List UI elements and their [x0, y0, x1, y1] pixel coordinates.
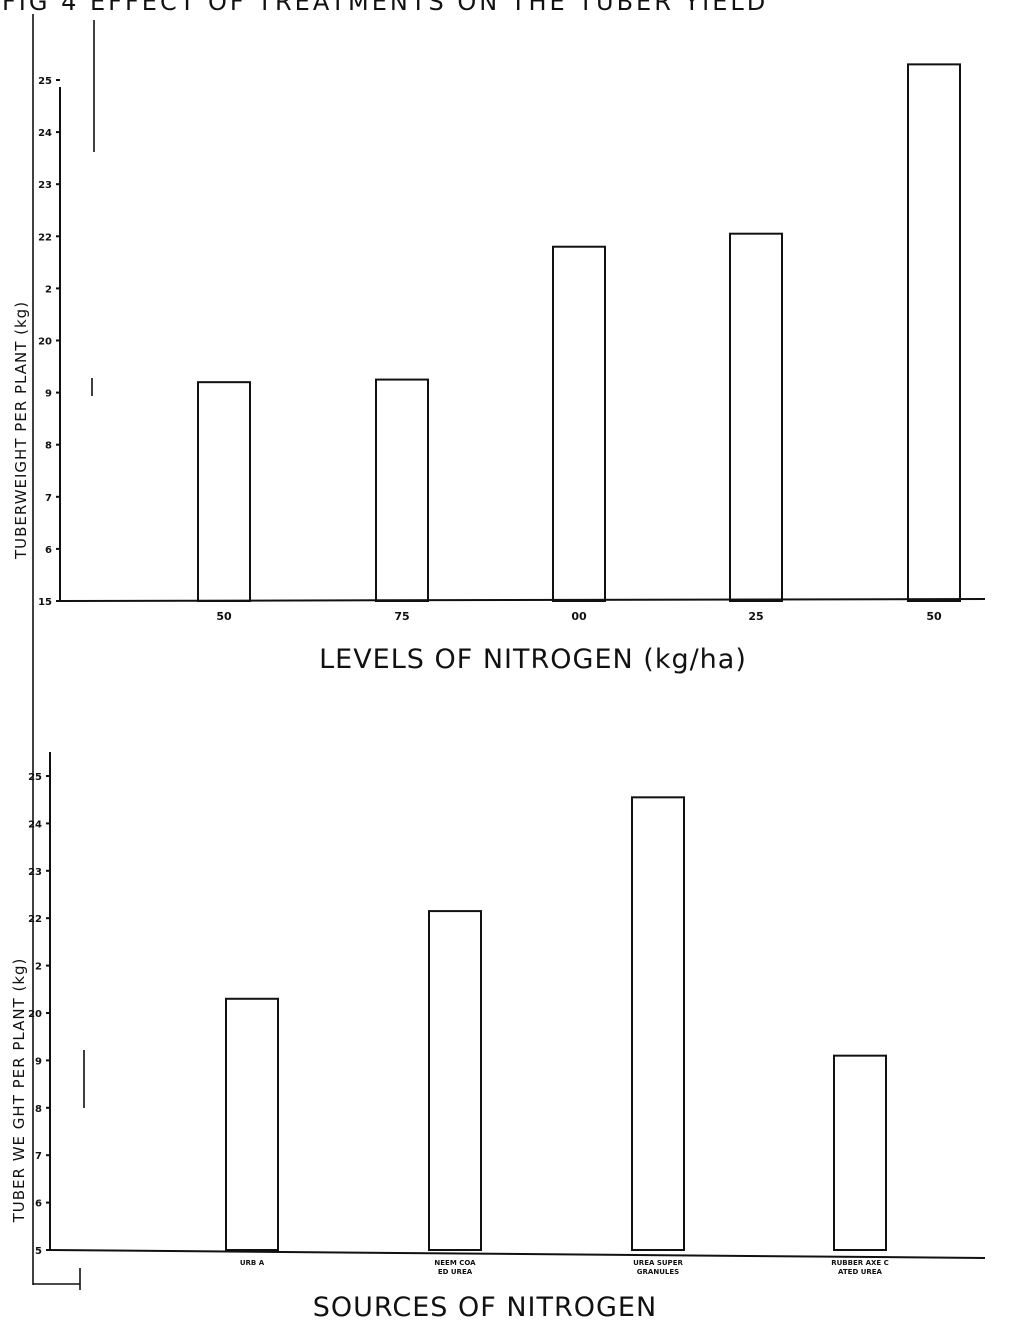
y-tick-label: 22: [38, 232, 52, 243]
bars: [197, 63, 961, 603]
bar: [197, 381, 251, 602]
x-axis-label: SOURCES OF NITROGEN: [313, 1292, 657, 1323]
y-tick-label: 15: [38, 597, 52, 608]
y-tick-label: 9: [35, 1056, 42, 1067]
y-tick-label: 7: [35, 1151, 42, 1162]
y-tick-label: 7: [45, 493, 52, 504]
x-axis: [49, 1249, 986, 1259]
bar: [375, 378, 429, 603]
x-axis-label: LEVELS OF NITROGEN (kg/ha): [319, 644, 747, 675]
y-tick-label: 9: [45, 389, 52, 400]
bar: [428, 910, 482, 1252]
x-tick-labels: URB A NEEM COA ED UREA UREA SUPER GRANULES RU…: [240, 1259, 889, 1276]
y-tick-label: 25: [38, 76, 52, 87]
y-tick-label: 20: [38, 337, 52, 348]
y-tick-label: 6: [45, 545, 52, 556]
y-tick-label: 8: [45, 441, 52, 452]
bar: [907, 63, 961, 603]
figure-title: FIG 4 EFFECT OF TREATMENTS ON THE TUBER …: [2, 0, 768, 16]
bar: [729, 232, 783, 602]
bar: [833, 1054, 887, 1252]
x-tick-label: 75: [394, 610, 409, 623]
y-tick-label: 8: [35, 1104, 42, 1115]
y-axis-label: TUBER WE GHT PER PLANT (kg): [10, 958, 28, 1224]
y-tick-label: 2: [45, 284, 52, 295]
bar: [552, 245, 606, 602]
x-tick-label: RUBBER AXE C ATED UREA: [831, 1259, 889, 1276]
x-tick-labels: 50 75 00 25 50: [216, 610, 942, 623]
x-tick-label: UREA SUPER GRANULES: [633, 1259, 683, 1276]
x-tick-label: 25: [748, 610, 763, 623]
x-tick-label: 00: [571, 610, 587, 623]
x-tick-label: NEEM COA ED UREA: [434, 1259, 476, 1276]
y-tick-label: 24: [38, 128, 52, 139]
y-tick-label: 23: [28, 867, 42, 878]
y-tick-label: 24: [28, 819, 42, 830]
y-tick-label: 22: [28, 914, 42, 925]
y-axis-label: TUBERWEIGHT PER PLANT (kg): [12, 301, 30, 560]
y-tick-label: 20: [28, 1009, 42, 1020]
frame-lines: [32, 14, 95, 1290]
x-tick-label: URB A: [240, 1259, 265, 1267]
bar: [225, 997, 279, 1252]
y-tick-label: 2: [35, 962, 42, 973]
bars: [225, 796, 887, 1252]
x-axis: [59, 598, 986, 602]
y-tick-label: 25: [28, 772, 42, 783]
x-tick-label: 50: [216, 610, 232, 623]
y-tick-label: 6: [35, 1199, 42, 1210]
x-tick-label: 50: [926, 610, 942, 623]
y-tick-label: 23: [38, 180, 52, 191]
y-tick-label: 5: [35, 1246, 42, 1257]
bar: [631, 796, 685, 1252]
